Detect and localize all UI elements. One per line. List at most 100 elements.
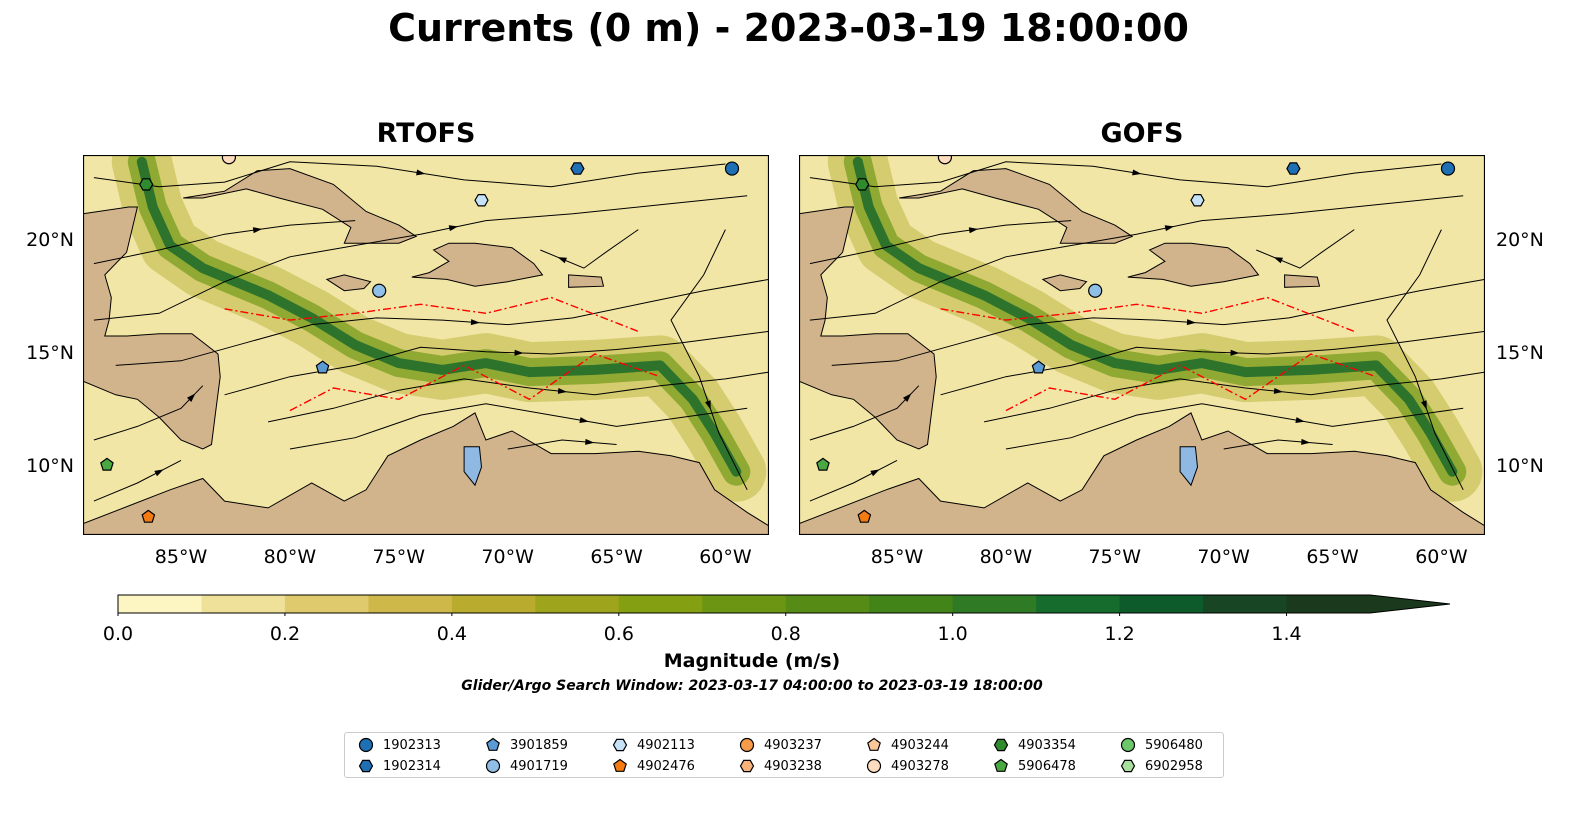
colorbar-segment: [201, 595, 286, 613]
legend-label: 5906478: [1018, 758, 1076, 774]
colorbar-extend-arrow: [1370, 595, 1450, 613]
eez-boundary: [1005, 353, 1377, 412]
lon-tick-label: 85°W: [870, 546, 924, 568]
legend-marker: [485, 758, 501, 774]
colorbar-segment: [869, 595, 954, 613]
map-panel-rtofs[interactable]: [83, 155, 769, 535]
float-marker: [937, 155, 953, 165]
float-marker: [1190, 193, 1205, 207]
lat-tick-label-left: 15°N: [26, 342, 74, 365]
map-frame: [799, 155, 1485, 535]
colorbar-segment: [368, 595, 453, 613]
float-marker: [221, 155, 237, 165]
legend-marker-icon: [739, 737, 755, 753]
land-maracaibo: [1179, 446, 1199, 487]
streamline-arrow: [252, 227, 263, 234]
map-panel-gofs[interactable]: [799, 155, 1485, 535]
legend-marker: [1120, 737, 1136, 753]
legend-item: 5906478: [992, 757, 1076, 775]
streamline-arrow: [187, 393, 196, 402]
streamline-arrow: [705, 400, 711, 410]
float-marker: [139, 178, 154, 191]
colorbar-tick-label: 1.2: [1104, 623, 1135, 645]
colorbar-segment: [785, 595, 870, 613]
colorbar-tick-label: 1.4: [1271, 623, 1302, 645]
lon-tick-label: 70°W: [1197, 546, 1250, 568]
eez-boundary: [289, 353, 661, 412]
panel-title-gofs: GOFS: [1100, 118, 1184, 149]
streamline-arrow: [1421, 400, 1427, 410]
streamline-arrow: [154, 469, 164, 477]
legend-marker-icon: [993, 738, 1009, 752]
speed-band-core: [136, 156, 742, 477]
streamline-arrow: [1295, 417, 1305, 423]
land-cuba: [899, 168, 1134, 244]
lon-tick-label: 80°W: [263, 546, 317, 568]
legend-item: 4903237: [738, 736, 822, 754]
legend-marker: [612, 738, 628, 752]
float-marker: [315, 360, 330, 374]
lat-tick-label-right: 15°N: [1496, 342, 1544, 365]
streamline: [831, 278, 1485, 366]
legend-marker-icon: [1120, 737, 1136, 753]
float-marker: [724, 161, 740, 176]
lon-tick-label: 75°W: [372, 546, 425, 568]
land-jamaica: [1041, 274, 1088, 292]
streamline-arrow: [470, 319, 480, 326]
float-marker: [1286, 162, 1301, 175]
streamline: [224, 330, 769, 396]
legend-marker: [739, 737, 755, 753]
streamline: [115, 278, 769, 366]
colorbar-segment: [1203, 595, 1288, 613]
colorbar-outline: [117, 594, 1451, 614]
streamline-arrow: [1164, 225, 1175, 232]
streamline: [809, 220, 1072, 265]
legend-item: 3901859: [484, 736, 568, 754]
map-frame: [83, 155, 769, 535]
streamline-arrow: [514, 349, 524, 356]
float-marker: [100, 457, 114, 471]
land-cuba: [183, 168, 418, 244]
colorbar-segment: [451, 595, 536, 613]
legend-marker-icon: [612, 738, 628, 752]
legend-label: 5906480: [1145, 737, 1203, 753]
streamline-arrow: [585, 438, 595, 445]
streamline: [1386, 229, 1464, 491]
panel-title-rtofs: RTOFS: [376, 118, 476, 149]
legend-marker-icon: [358, 759, 374, 773]
lon-tick-label: 65°W: [1306, 546, 1359, 568]
float-marker: [1031, 360, 1046, 374]
legend-label: 4902476: [637, 758, 695, 774]
legend-marker-icon: [613, 758, 627, 772]
streamline-arrow: [416, 169, 426, 176]
legend-item: 6902958: [1119, 757, 1203, 775]
land-hispaniola: [1127, 242, 1260, 287]
colorbar-segment: [1036, 595, 1121, 613]
legend-item: 4901719: [484, 757, 568, 775]
legend-marker-icon: [739, 759, 755, 773]
colorbar-segment: [1286, 595, 1371, 613]
streamline: [1223, 439, 1333, 450]
colorbar-tick-label: 0.6: [603, 623, 634, 645]
colorbar-segment: [952, 595, 1037, 613]
legend-item: 4903244: [865, 736, 949, 754]
legend-marker: [739, 759, 755, 773]
streamline-arrow: [870, 469, 880, 477]
legend-item: 4903354: [992, 736, 1076, 754]
legend-label: 1902313: [383, 737, 441, 753]
streamline-arrow: [968, 227, 979, 234]
lon-tick-label: 65°W: [590, 546, 643, 568]
colorbar-segment: [284, 595, 369, 613]
legend-marker: [867, 737, 881, 751]
float-marker: [857, 509, 872, 523]
legend-marker-icon: [485, 758, 501, 774]
float-marker: [474, 193, 489, 207]
land-puerto-rico: [1284, 274, 1321, 288]
streamline-arrow: [557, 388, 568, 394]
lat-tick-label-right: 20°N: [1496, 228, 1544, 251]
legend-label: 1902314: [383, 758, 441, 774]
land-central-am: [799, 206, 937, 450]
streamline: [809, 195, 1464, 321]
legend-item: 4903278: [865, 757, 949, 775]
legend-marker: [994, 758, 1008, 772]
